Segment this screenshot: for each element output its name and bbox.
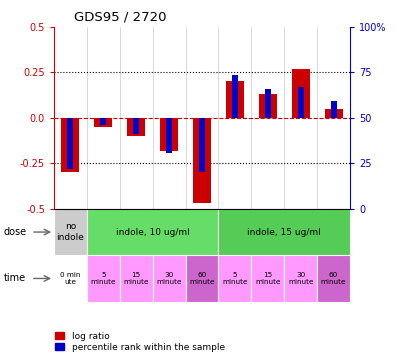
Bar <box>324 109 342 118</box>
FancyBboxPatch shape <box>186 255 218 271</box>
FancyBboxPatch shape <box>317 255 350 271</box>
Text: GSM560: GSM560 <box>198 246 206 281</box>
FancyBboxPatch shape <box>87 255 120 271</box>
FancyBboxPatch shape <box>251 255 284 271</box>
Bar <box>265 89 271 118</box>
Bar <box>298 87 304 118</box>
Text: indole, 15 ug/ml: indole, 15 ug/ml <box>247 227 321 237</box>
FancyBboxPatch shape <box>284 255 317 271</box>
Text: GSM564: GSM564 <box>329 246 338 281</box>
Text: indole, 10 ug/ml: indole, 10 ug/ml <box>116 227 190 237</box>
FancyBboxPatch shape <box>120 255 153 302</box>
FancyBboxPatch shape <box>218 255 251 271</box>
FancyBboxPatch shape <box>153 255 186 302</box>
Bar <box>292 69 310 118</box>
FancyBboxPatch shape <box>54 209 87 255</box>
Text: GSM559: GSM559 <box>165 246 174 281</box>
Bar <box>232 75 238 118</box>
Text: dose: dose <box>4 227 27 237</box>
Bar <box>193 118 211 203</box>
Text: GSM563: GSM563 <box>296 246 305 281</box>
Bar <box>62 118 80 172</box>
FancyBboxPatch shape <box>218 209 350 255</box>
Text: GSM558: GSM558 <box>132 246 141 281</box>
Bar <box>133 118 139 134</box>
FancyBboxPatch shape <box>218 255 251 302</box>
Bar <box>330 101 336 118</box>
Text: 60
minute: 60 minute <box>189 272 215 285</box>
Legend: log ratio, percentile rank within the sample: log ratio, percentile rank within the sa… <box>54 331 226 352</box>
Bar <box>226 81 244 118</box>
FancyBboxPatch shape <box>54 255 87 302</box>
Text: time: time <box>4 273 26 283</box>
Text: 30
minute: 30 minute <box>288 272 314 285</box>
Bar <box>100 118 106 125</box>
Text: GDS95 / 2720: GDS95 / 2720 <box>74 10 166 23</box>
FancyBboxPatch shape <box>317 255 350 302</box>
FancyBboxPatch shape <box>153 255 186 271</box>
Text: 60
minute: 60 minute <box>321 272 346 285</box>
FancyBboxPatch shape <box>186 255 218 302</box>
FancyBboxPatch shape <box>54 255 87 271</box>
Text: 5
minute: 5 minute <box>222 272 248 285</box>
Text: 15
minute: 15 minute <box>124 272 149 285</box>
Bar <box>160 118 178 151</box>
Bar <box>259 94 277 118</box>
Text: GSM555: GSM555 <box>66 246 75 281</box>
Bar <box>68 118 74 169</box>
Bar <box>127 118 145 136</box>
FancyBboxPatch shape <box>251 255 284 302</box>
Bar <box>94 118 112 127</box>
Text: 15
minute: 15 minute <box>255 272 280 285</box>
Text: 30
minute: 30 minute <box>156 272 182 285</box>
Text: 5
minute: 5 minute <box>90 272 116 285</box>
FancyBboxPatch shape <box>87 209 218 255</box>
FancyBboxPatch shape <box>284 255 317 302</box>
Bar <box>166 118 172 153</box>
Text: GSM561: GSM561 <box>230 246 239 281</box>
FancyBboxPatch shape <box>87 255 120 302</box>
FancyBboxPatch shape <box>120 255 153 271</box>
Bar <box>199 118 205 171</box>
Text: GSM562: GSM562 <box>263 246 272 281</box>
Text: 0 min
ute: 0 min ute <box>60 272 81 285</box>
Text: GSM557: GSM557 <box>99 246 108 281</box>
Text: no
indole: no indole <box>56 222 84 242</box>
